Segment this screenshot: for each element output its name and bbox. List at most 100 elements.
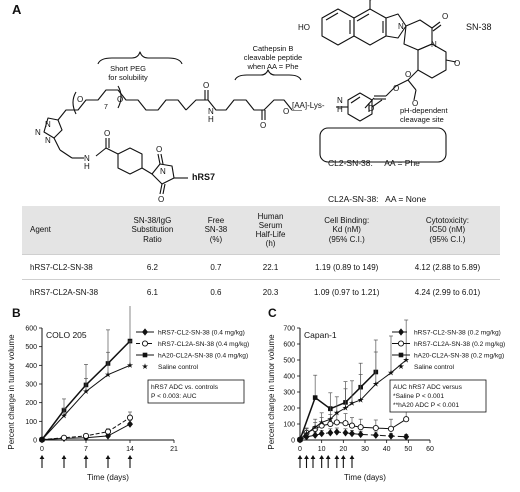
header-free-line1: Free (207, 216, 225, 226)
dosing-arrow-icon (325, 455, 331, 459)
cathepsin-label: Cathepsin B cleavable peptide when AA = … (228, 44, 318, 71)
y-tick-label: 500 (25, 344, 37, 351)
data-point (104, 428, 112, 435)
header-sub-line3: Ratio (143, 234, 162, 244)
data-point (357, 430, 364, 439)
data-point (333, 428, 340, 436)
series-3 (38, 340, 134, 443)
svg-text:O: O (283, 107, 289, 116)
sn38-ring-b (353, 8, 387, 46)
data-point (105, 432, 111, 440)
svg-text:O: O (393, 84, 399, 93)
cell-binding: 1.19 (0.89 to 149) (298, 254, 395, 280)
svg-text:O: O (454, 59, 460, 68)
series-2 (39, 306, 133, 442)
svg-text:N: N (45, 136, 51, 145)
header-bind-line1: Cell Binding: (324, 216, 370, 226)
header-substitution-ratio: SN-38/IgG Substitution Ratio (115, 206, 190, 255)
data-point (127, 420, 133, 428)
header-sub-line2: Substitution (131, 225, 174, 235)
data-point (348, 422, 356, 429)
data-point (296, 436, 304, 443)
svg-text:N: N (35, 128, 41, 137)
dosing-arrow-icon (297, 455, 303, 459)
cyclohexyl-ring (117, 147, 143, 175)
data-point (303, 430, 310, 437)
x-tick-label: 50 (404, 446, 412, 453)
legend-label: hRS7-CL2-SN-38 (0.4 mg/kg) (158, 330, 245, 337)
legend-marker (398, 352, 404, 358)
peg-label: Short PEG for solubility (88, 64, 168, 82)
x-tick-label: 0 (40, 446, 44, 453)
dosing-arrow-icon (340, 455, 346, 459)
cell-agent: hRS7-CL2-SN-38 (22, 254, 116, 280)
y-tick-label: 200 (283, 406, 295, 413)
chart-legend: hRS7-CL2-SN-38 (0.4 mg/kg) hRS7-CL2A-SN-3… (136, 328, 249, 371)
series-1 (38, 411, 134, 443)
data-point (342, 429, 349, 437)
x-tick-label: 40 (383, 446, 391, 453)
series-line (299, 359, 407, 441)
y-tick-label: 0 (33, 438, 37, 445)
legend-label: hRS7-CL2A-SN-38 (0.2 mg/kg) (414, 341, 505, 348)
header-hl-line2: Serum (258, 220, 283, 230)
header-hl-line3: Half-Life (255, 230, 286, 239)
svg-text:O: O (405, 70, 411, 79)
sn38-label: SN-38 (466, 22, 492, 32)
hrs7-label: hRS7 (192, 172, 216, 182)
maleimide-ring (151, 163, 175, 185)
header-cell-binding: Cell Binding: Kd (nM) (95% C.I.) (298, 206, 395, 255)
data-point (312, 431, 319, 439)
legend-marker (141, 363, 149, 370)
svg-text:H: H (337, 105, 343, 114)
y-tick-label: 100 (283, 422, 295, 429)
x-tick-label: 10 (318, 446, 326, 453)
y-axis-label: Percent change in tumor volume (267, 334, 276, 450)
cell-binding: 1.09 (0.97 to 1.21) (298, 279, 395, 304)
svg-text:O: O (412, 99, 418, 108)
cell-halflife: 20.3 (242, 279, 299, 304)
legend-text: CL2-SN-38: AA = Phe CL2A-SN-38: AA = Non… (328, 133, 426, 217)
annotation-frame (147, 379, 245, 404)
header-cyto-line1: Cytotoxicity: (425, 216, 469, 226)
legend-label: Saline control (414, 364, 454, 371)
svg-text:H: H (84, 162, 90, 171)
legend-label: hRS7-CL2-SN-38 (0.2 mg/kg) (414, 330, 501, 337)
panel-letter-a: A (12, 2, 22, 17)
y-tick-label: 300 (25, 382, 37, 389)
chemical-structure: HO N N O O O O O O N H O O O O N H O N N… (35, 0, 460, 204)
dosing-arrow-icon (127, 455, 133, 459)
data-point (403, 356, 410, 363)
data-point (348, 400, 356, 406)
data-point (38, 436, 46, 443)
data-point (349, 429, 355, 438)
legend-marker (142, 352, 148, 358)
x-tick-label: 21 (170, 446, 178, 453)
data-point (357, 424, 364, 431)
header-hl-line4: (h) (265, 239, 276, 249)
peg-subscript: 7 (104, 104, 108, 111)
svg-text:O: O (156, 145, 162, 154)
y-tick-label: 400 (25, 363, 37, 370)
x-tick-label: 7 (84, 446, 88, 453)
header-free-line2: SN-38 (204, 225, 228, 235)
header-half-life: Human Serum Half-Life (h) (242, 206, 299, 255)
annotation-line: hRS7 ADC vs. controls (151, 384, 219, 391)
x-tick-label: 20 (339, 446, 347, 453)
header-hl-line1: Human (257, 211, 284, 221)
svg-text:N: N (398, 22, 404, 31)
data-point (126, 414, 134, 421)
header-bind-line3: (95% C.I.) (328, 234, 365, 244)
svg-text:O: O (260, 121, 266, 130)
series-2 (297, 339, 379, 442)
svg-text:O: O (203, 81, 209, 90)
x-tick-label: 30 (361, 446, 369, 453)
y-tick-label: 400 (283, 374, 295, 381)
dosing-arrow-icon (61, 455, 67, 459)
header-free-line3: (%) (209, 234, 223, 244)
dosing-arrow-icon (304, 455, 309, 459)
y-tick-label: 200 (25, 400, 37, 407)
svg-text:N: N (208, 107, 214, 116)
svg-text:O: O (117, 95, 123, 104)
cell-cyto: 4.24 (2.99 to 6.01) (394, 279, 500, 304)
